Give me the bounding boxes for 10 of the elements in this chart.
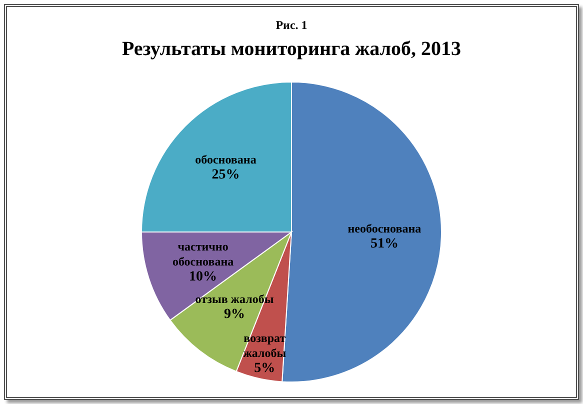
chart-title: Результаты мониторинга жалоб, 2013 — [122, 38, 462, 60]
chart-subtitle: Рис. 1 — [276, 18, 308, 32]
data-label: 10% — [189, 270, 218, 285]
data-label: 51% — [370, 236, 398, 252]
slice-label: обоснована — [195, 152, 256, 167]
data-label: 5% — [254, 361, 276, 376]
slice-label: необоснована — [348, 221, 422, 236]
data-label: 25% — [212, 168, 240, 183]
slice-label: частично обоснована — [172, 240, 234, 269]
data-label: 9% — [224, 306, 245, 322]
